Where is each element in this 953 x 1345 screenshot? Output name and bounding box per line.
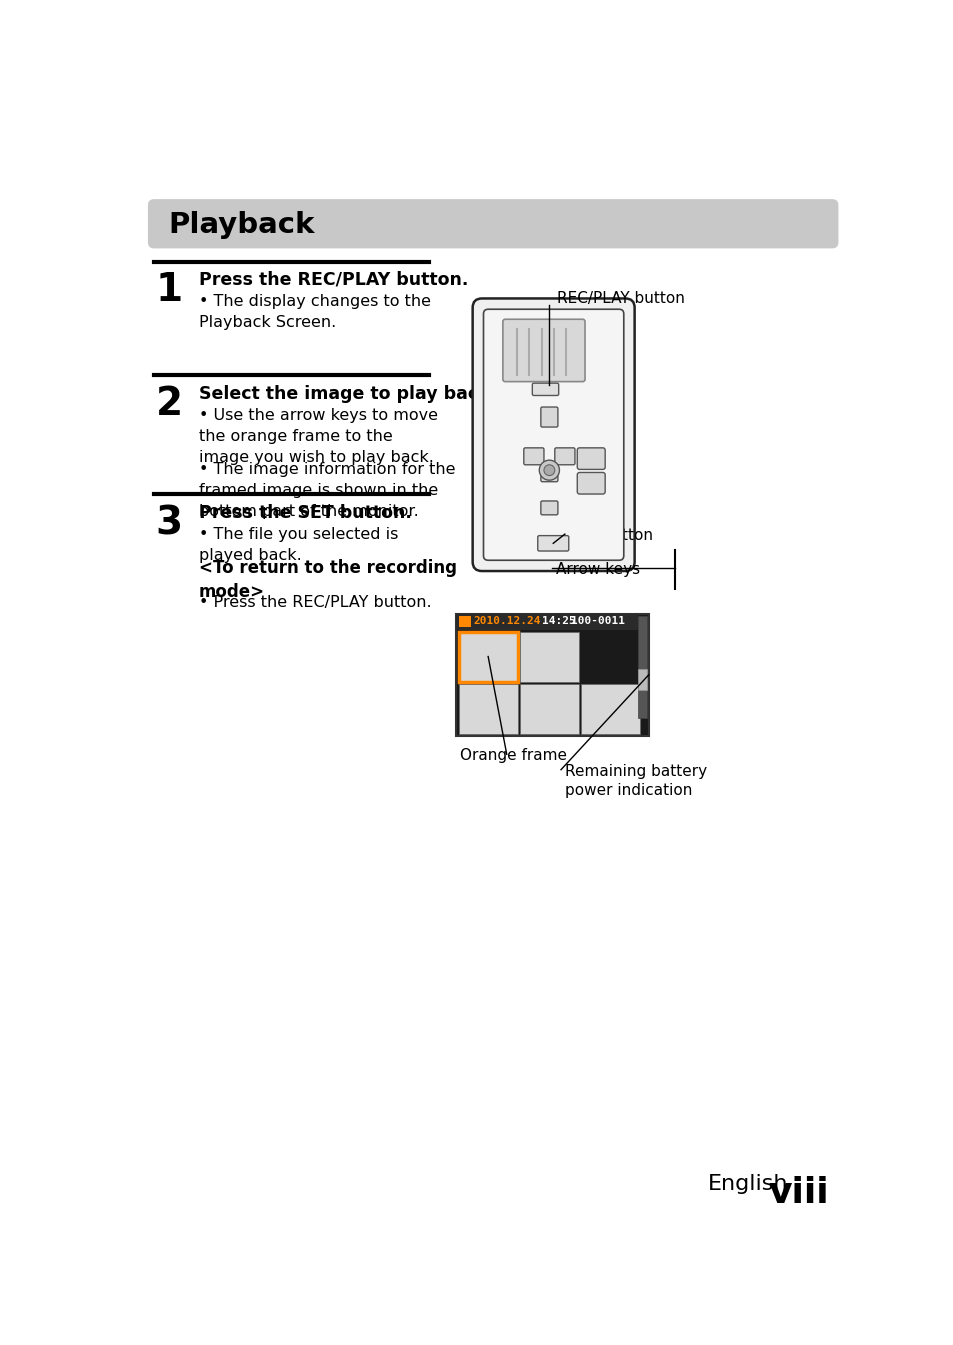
Text: Playback: Playback — [168, 211, 314, 239]
Bar — [458, 632, 517, 682]
Text: Press the SET button.: Press the SET button. — [199, 504, 412, 522]
Text: 2010.12.24: 2010.12.24 — [473, 616, 540, 627]
Bar — [519, 685, 578, 734]
Text: Select the image to play back.: Select the image to play back. — [199, 385, 496, 402]
Bar — [458, 685, 517, 734]
Text: • The file you selected is
played back.: • The file you selected is played back. — [199, 527, 398, 564]
FancyBboxPatch shape — [483, 309, 623, 561]
FancyBboxPatch shape — [555, 448, 575, 465]
Text: <To return to the recording
mode>: <To return to the recording mode> — [199, 560, 456, 601]
Text: 14:25: 14:25 — [541, 616, 575, 627]
Text: • The image information for the
framed image is shown in the
bottom part of the : • The image information for the framed i… — [199, 461, 456, 519]
Text: • The display changes to the
Playback Screen.: • The display changes to the Playback Sc… — [199, 293, 431, 330]
FancyBboxPatch shape — [148, 199, 838, 249]
Bar — [456, 615, 648, 736]
Circle shape — [538, 460, 558, 480]
FancyBboxPatch shape — [540, 461, 558, 482]
Circle shape — [543, 465, 555, 476]
Bar — [580, 685, 639, 734]
FancyBboxPatch shape — [577, 472, 604, 494]
Text: 1: 1 — [155, 270, 183, 309]
Text: 2: 2 — [155, 385, 183, 422]
Bar — [456, 615, 637, 629]
FancyBboxPatch shape — [532, 383, 558, 395]
Text: English: English — [707, 1174, 788, 1194]
FancyBboxPatch shape — [472, 299, 634, 572]
Bar — [637, 668, 646, 690]
Text: 3: 3 — [155, 504, 183, 542]
Text: viii: viii — [768, 1177, 828, 1210]
Text: • Use the arrow keys to move
the orange frame to the
image you wish to play back: • Use the arrow keys to move the orange … — [199, 408, 437, 465]
FancyBboxPatch shape — [502, 319, 584, 382]
FancyBboxPatch shape — [537, 535, 568, 551]
FancyBboxPatch shape — [523, 448, 543, 465]
Text: Remaining battery
power indication: Remaining battery power indication — [564, 764, 706, 799]
Bar — [458, 616, 471, 627]
Bar — [637, 616, 646, 718]
FancyBboxPatch shape — [577, 448, 604, 469]
Text: Arrow keys: Arrow keys — [556, 562, 639, 577]
Text: 100-0011: 100-0011 — [571, 616, 624, 627]
Text: • Press the REC/PLAY button.: • Press the REC/PLAY button. — [199, 594, 432, 609]
Text: Press the REC/PLAY button.: Press the REC/PLAY button. — [199, 270, 468, 289]
Text: Orange frame: Orange frame — [459, 748, 567, 763]
Text: REC/PLAY button: REC/PLAY button — [557, 291, 684, 305]
FancyBboxPatch shape — [540, 500, 558, 515]
Text: SET button: SET button — [568, 529, 652, 543]
Bar — [519, 632, 578, 682]
FancyBboxPatch shape — [540, 408, 558, 428]
